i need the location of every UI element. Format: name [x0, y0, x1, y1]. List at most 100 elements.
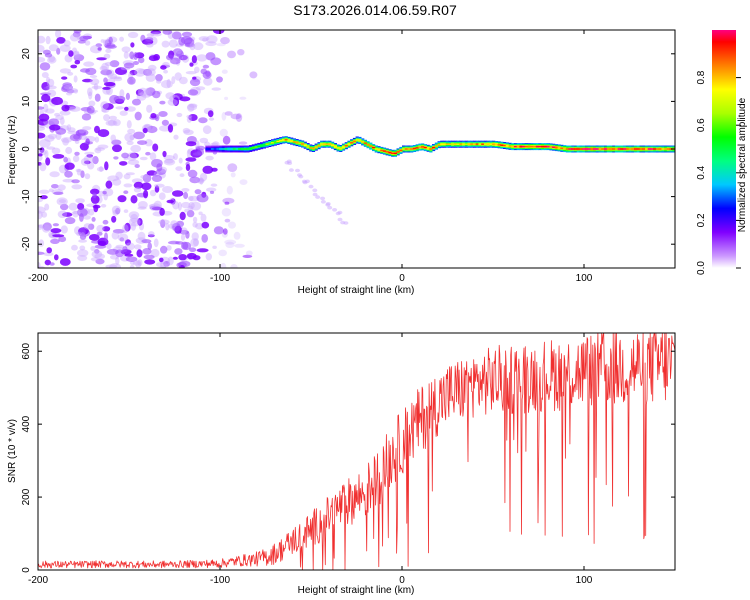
noise-speckle: [191, 55, 197, 64]
noise-speckle: [66, 124, 72, 132]
noise-speckle: [49, 124, 61, 131]
noise-speckle: [126, 152, 137, 162]
noise-speckle: [41, 72, 49, 78]
y-tick-label: 0: [21, 146, 32, 152]
track-core: [331, 144, 335, 146]
noise-speckle: [76, 168, 82, 176]
track-core: [276, 140, 280, 143]
noise-speckle: [172, 201, 180, 210]
track-core: [230, 148, 234, 150]
track-core: [298, 142, 302, 145]
track-core: [565, 148, 569, 150]
noise-speckle: [130, 213, 139, 223]
colorbar-tick-label: 0.2: [696, 213, 707, 227]
noise-speckle: [147, 242, 152, 250]
noise-speckle: [181, 54, 190, 63]
noise-speckle: [205, 253, 212, 261]
track-core: [538, 145, 542, 148]
noise-speckle: [192, 221, 198, 228]
noise-speckle: [79, 213, 84, 222]
noise-speckle: [115, 244, 125, 249]
noise-speckle: [48, 133, 57, 140]
noise-speckle: [123, 190, 129, 194]
y-tick-label: 20: [21, 48, 32, 60]
track-core: [396, 151, 400, 153]
track-core: [339, 147, 343, 150]
noise-speckle: [176, 49, 182, 54]
noise-speckle: [167, 124, 174, 133]
noise-speckle: [59, 117, 65, 125]
track-core: [582, 148, 586, 150]
noise-speckle: [161, 80, 173, 89]
noise-speckle: [61, 104, 70, 112]
noise-speckle: [59, 199, 66, 204]
noise-speckle: [188, 201, 195, 210]
track-core: [448, 143, 452, 145]
noise-speckle: [89, 78, 100, 86]
noise-speckle: [139, 156, 148, 161]
track-core: [445, 143, 449, 145]
noise-speckle: [182, 127, 191, 134]
noise-speckle: [188, 195, 194, 202]
noise-speckle: [125, 239, 131, 246]
noise-speckle: [224, 239, 237, 245]
track-core: [519, 145, 523, 148]
noise-speckle: [83, 215, 91, 220]
track-core: [333, 145, 337, 148]
noise-speckle: [189, 78, 201, 87]
noise-speckle: [111, 139, 122, 146]
noise-speckle: [172, 256, 178, 260]
noise-speckle: [97, 47, 102, 51]
noise-speckle: [163, 158, 176, 166]
track-core: [292, 141, 296, 143]
noise-speckle: [196, 193, 209, 203]
noise-speckle: [55, 114, 64, 121]
track-core: [574, 148, 578, 150]
track-core: [303, 144, 307, 146]
track-core: [377, 148, 381, 151]
noise-speckle: [84, 151, 95, 155]
noise-speckle: [43, 86, 50, 91]
noise-speckle: [99, 65, 108, 71]
track-core: [658, 148, 662, 150]
noise-speckle: [77, 249, 89, 257]
track-core: [486, 143, 490, 145]
x-tick-label: -100: [210, 575, 230, 586]
noise-speckle: [87, 87, 93, 97]
noise-speckle: [73, 89, 79, 94]
noise-speckle: [77, 255, 88, 261]
track-core: [497, 144, 501, 146]
noise-speckle: [163, 261, 171, 267]
track-core: [579, 148, 583, 150]
noise-speckle: [88, 234, 100, 241]
noise-speckle: [124, 133, 135, 142]
track-core: [314, 146, 318, 148]
noise-speckle: [119, 89, 125, 98]
track-core: [533, 145, 537, 148]
noise-speckle: [55, 30, 62, 39]
noise-speckle: [146, 104, 153, 113]
noise-speckle: [41, 93, 51, 103]
noise-speckle: [218, 249, 227, 257]
noise-speckle: [138, 201, 148, 209]
noise-speckle: [61, 86, 70, 93]
noise-speckle: [106, 243, 112, 250]
noise-speckle: [142, 127, 148, 134]
noise-speckle: [61, 212, 73, 217]
track-core: [576, 148, 580, 150]
noise-speckle: [146, 170, 158, 176]
noise-speckle: [38, 162, 42, 166]
track-core: [418, 146, 422, 148]
noise-speckle: [224, 96, 229, 100]
noise-speckle: [181, 188, 190, 192]
noise-speckle: [298, 174, 304, 179]
noise-speckle: [150, 32, 162, 37]
noise-speckle: [45, 108, 55, 114]
noise-speckle: [92, 156, 99, 165]
noise-speckle: [123, 62, 135, 69]
noise-speckle: [134, 68, 146, 77]
noise-speckle: [141, 182, 152, 191]
noise-speckle: [187, 205, 194, 211]
track-core: [639, 148, 643, 150]
track-core: [451, 143, 455, 145]
